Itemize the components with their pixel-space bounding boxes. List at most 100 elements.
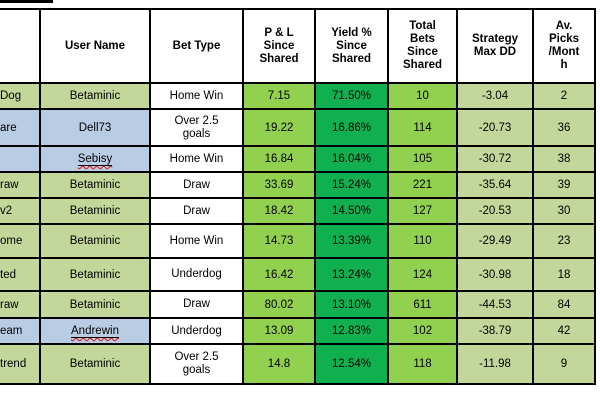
header-av-picks-month[interactable]: Av. Picks /Mont h	[532, 8, 596, 84]
total-bets-cell[interactable]: 105	[387, 145, 458, 173]
user-name-cell[interactable]: Betaminic	[39, 82, 151, 110]
picks-cell[interactable]: 36	[532, 108, 596, 147]
yield-cell[interactable]: 12.83%	[314, 317, 389, 345]
total-bets-cell[interactable]: 110	[387, 223, 458, 259]
header-pl-since-shared[interactable]: P & L Since Shared	[242, 8, 316, 84]
pl-cell[interactable]: 16.42	[242, 257, 316, 292]
bet-type-cell[interactable]: Home Win	[149, 145, 244, 173]
strategy-name-cell[interactable]	[0, 145, 41, 173]
bet-type-cell[interactable]: Home Win	[149, 82, 244, 110]
table-row: Sebisy Home Win 16.84 16.04% 105 -30.72 38	[0, 145, 596, 173]
picks-cell[interactable]: 9	[532, 343, 596, 385]
strategy-name-cell[interactable]: trend	[0, 343, 41, 385]
table-row: ted Betaminic Underdog 16.42 13.24% 124 -30.98…	[0, 257, 596, 292]
user-name-cell[interactable]: Betaminic	[39, 171, 151, 199]
strategy-name-cell[interactable]: raw	[0, 290, 41, 319]
max-dd-cell[interactable]: -3.04	[456, 82, 534, 110]
picks-cell[interactable]: 84	[532, 290, 596, 319]
table-row: eam Andrewin Underdog 13.09 12.83% 102 -38.79 4…	[0, 317, 596, 345]
pl-cell[interactable]: 18.42	[242, 197, 316, 225]
picks-cell[interactable]: 38	[532, 145, 596, 173]
betting-stats-table: User Name Bet Type P & L Since Shared Yi…	[0, 8, 596, 385]
bet-type-cell[interactable]: Draw	[149, 171, 244, 199]
yield-cell[interactable]: 15.24%	[314, 171, 389, 199]
table-row: raw Betaminic Draw 80.02 13.10% 611 -44.53 84	[0, 290, 596, 319]
pl-cell[interactable]: 7.15	[242, 82, 316, 110]
yield-cell[interactable]: 16.86%	[314, 108, 389, 147]
bet-type-cell[interactable]: Home Win	[149, 223, 244, 259]
total-bets-cell[interactable]: 127	[387, 197, 458, 225]
table-row: raw Betaminic Draw 33.69 15.24% 221 -35.64 39	[0, 171, 596, 199]
picks-cell[interactable]: 23	[532, 223, 596, 259]
yield-cell[interactable]: 16.04%	[314, 145, 389, 173]
strategy-name-cell[interactable]: v2	[0, 197, 41, 225]
user-name-cell[interactable]: Sebisy	[39, 145, 151, 173]
max-dd-cell[interactable]: -38.79	[456, 317, 534, 345]
pl-cell[interactable]: 13.09	[242, 317, 316, 345]
max-dd-cell[interactable]: -30.98	[456, 257, 534, 292]
max-dd-cell[interactable]: -20.53	[456, 197, 534, 225]
yield-cell[interactable]: 13.10%	[314, 290, 389, 319]
user-name-text: Andrewin	[71, 325, 119, 338]
total-bets-cell[interactable]: 124	[387, 257, 458, 292]
strategy-name-cell[interactable]: are	[0, 108, 41, 147]
user-name-cell[interactable]: Betaminic	[39, 223, 151, 259]
table-body: Dog Betaminic Home Win 7.15 71.50% 10 -3.04 2 ar…	[0, 82, 596, 385]
pl-cell[interactable]: 14.8	[242, 343, 316, 385]
max-dd-cell[interactable]: -30.72	[456, 145, 534, 173]
max-dd-cell[interactable]: -29.49	[456, 223, 534, 259]
pl-cell[interactable]: 14.73	[242, 223, 316, 259]
bet-type-cell[interactable]: Underdog	[149, 257, 244, 292]
strategy-name-cell[interactable]: ome	[0, 223, 41, 259]
user-name-cell[interactable]: Betaminic	[39, 343, 151, 385]
picks-cell[interactable]: 39	[532, 171, 596, 199]
total-bets-cell[interactable]: 611	[387, 290, 458, 319]
cropped-cell-border	[0, 0, 53, 3]
yield-cell[interactable]: 71.50%	[314, 82, 389, 110]
user-name-cell[interactable]: Betaminic	[39, 257, 151, 292]
picks-cell[interactable]: 18	[532, 257, 596, 292]
picks-cell[interactable]: 2	[532, 82, 596, 110]
strategy-name-cell[interactable]: eam	[0, 317, 41, 345]
pl-cell[interactable]: 80.02	[242, 290, 316, 319]
max-dd-cell[interactable]: -20.73	[456, 108, 534, 147]
strategy-name-cell[interactable]: Dog	[0, 82, 41, 110]
user-name-cell[interactable]: Betaminic	[39, 290, 151, 319]
picks-cell[interactable]: 42	[532, 317, 596, 345]
yield-cell[interactable]: 12.54%	[314, 343, 389, 385]
table-row: ome Betaminic Home Win 14.73 13.39% 110 -29.49…	[0, 223, 596, 259]
strategy-name-cell[interactable]: raw	[0, 171, 41, 199]
bet-type-cell[interactable]: Over 2.5 goals	[149, 108, 244, 147]
pl-cell[interactable]: 16.84	[242, 145, 316, 173]
max-dd-cell[interactable]: -35.64	[456, 171, 534, 199]
header-total-bets[interactable]: Total Bets Since Shared	[387, 8, 458, 84]
max-dd-cell[interactable]: -44.53	[456, 290, 534, 319]
yield-cell[interactable]: 13.39%	[314, 223, 389, 259]
total-bets-cell[interactable]: 10	[387, 82, 458, 110]
pl-cell[interactable]: 33.69	[242, 171, 316, 199]
picks-cell[interactable]: 30	[532, 197, 596, 225]
table-row: are Dell73 Over 2.5 goals 19.22 16.86% 114 -20…	[0, 108, 596, 147]
total-bets-cell[interactable]: 102	[387, 317, 458, 345]
user-name-text: Sebisy	[77, 153, 113, 166]
bet-type-cell[interactable]: Underdog	[149, 317, 244, 345]
header-strategy-name[interactable]	[0, 8, 41, 84]
max-dd-cell[interactable]: -11.98	[456, 343, 534, 385]
header-user-name[interactable]: User Name	[39, 8, 151, 84]
yield-cell[interactable]: 13.24%	[314, 257, 389, 292]
bet-type-cell[interactable]: Draw	[149, 197, 244, 225]
header-yield-since-shared[interactable]: Yield % Since Shared	[314, 8, 389, 84]
user-name-cell[interactable]: Andrewin	[39, 317, 151, 345]
yield-cell[interactable]: 14.50%	[314, 197, 389, 225]
pl-cell[interactable]: 19.22	[242, 108, 316, 147]
header-bet-type[interactable]: Bet Type	[149, 8, 244, 84]
strategy-name-cell[interactable]: ted	[0, 257, 41, 292]
total-bets-cell[interactable]: 114	[387, 108, 458, 147]
total-bets-cell[interactable]: 118	[387, 343, 458, 385]
bet-type-cell[interactable]: Draw	[149, 290, 244, 319]
bet-type-cell[interactable]: Over 2.5 goals	[149, 343, 244, 385]
user-name-cell[interactable]: Dell73	[39, 108, 151, 147]
total-bets-cell[interactable]: 221	[387, 171, 458, 199]
header-strategy-max-dd[interactable]: Strategy Max DD	[456, 8, 534, 84]
user-name-cell[interactable]: Betaminic	[39, 197, 151, 225]
